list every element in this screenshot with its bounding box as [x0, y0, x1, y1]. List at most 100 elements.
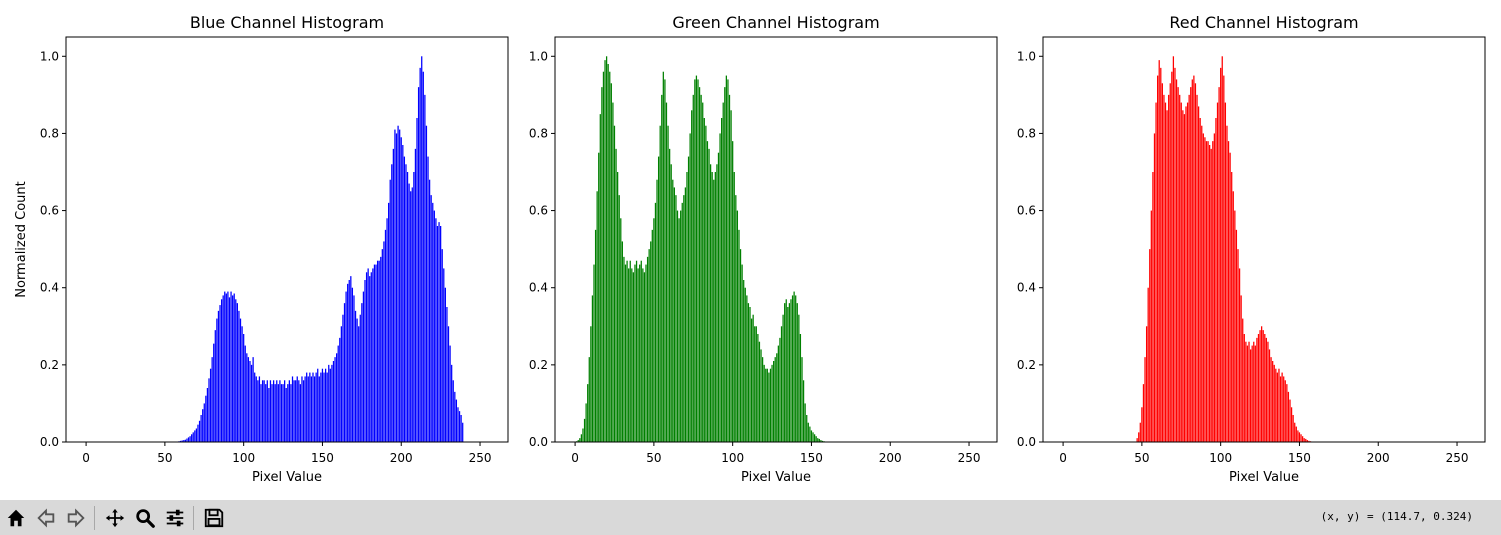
histogram-bar	[1197, 106, 1200, 443]
bars-group	[178, 56, 464, 443]
histogram-bar	[353, 295, 355, 442]
back-button[interactable]	[32, 504, 60, 532]
histogram-bar	[1191, 79, 1193, 443]
histogram-bar	[295, 380, 297, 442]
histogram-bar	[757, 334, 759, 442]
histogram-bar	[725, 75, 727, 442]
histogram-bar	[609, 71, 611, 443]
histogram-bar	[676, 210, 679, 442]
histogram-bar	[809, 426, 811, 442]
histogram-bar	[397, 125, 399, 443]
histogram-bar	[230, 291, 232, 442]
x-axis-label: Pixel Value	[741, 470, 811, 485]
histogram-bar	[198, 420, 201, 442]
histogram-bar	[722, 102, 724, 442]
x-tick-label: 50	[157, 451, 172, 465]
histogram-bar	[406, 172, 409, 442]
histogram-bar	[791, 295, 794, 442]
histogram-bar	[309, 372, 311, 442]
histogram-bar	[618, 195, 620, 442]
histogram-bar	[298, 380, 300, 442]
histogram-bar	[383, 241, 385, 442]
save-button[interactable]	[200, 504, 228, 532]
histogram-bar	[1177, 87, 1179, 442]
histogram-bar	[1306, 440, 1308, 442]
histogram-bar	[224, 291, 226, 442]
histogram-bar	[1227, 141, 1230, 442]
histogram-bar	[746, 295, 748, 442]
histogram-bar	[667, 125, 669, 443]
histogram-bar	[433, 210, 435, 442]
histogram-bar	[714, 172, 716, 442]
histogram-bar	[1183, 114, 1186, 442]
histogram-bar	[392, 148, 394, 443]
histogram-bar	[1279, 376, 1282, 442]
histogram-bar	[284, 380, 286, 442]
histogram-bar	[232, 295, 234, 442]
histogram-bar	[227, 291, 229, 442]
histogram-bar	[802, 380, 805, 442]
histogram-bar	[620, 218, 622, 442]
y-tick-label: 0.6	[40, 204, 59, 218]
histogram-bar	[654, 202, 657, 442]
histogram-bar	[339, 337, 341, 442]
pan-button[interactable]	[101, 504, 129, 532]
histogram-figure: 0 50 100 150 200 250 0.0 0.2 0.4 0.6 0.8 1.0 Blue Ch…	[14, 13, 1486, 485]
histogram-bar	[739, 249, 742, 442]
histogram-bar	[421, 56, 423, 442]
histogram-bar	[659, 125, 661, 443]
histogram-bar	[730, 110, 732, 442]
histogram-bar	[1240, 295, 1242, 442]
histogram-bar	[181, 440, 183, 442]
forward-button[interactable]	[62, 504, 90, 532]
histogram-bar	[460, 415, 462, 442]
histogram-bar	[1231, 172, 1233, 442]
histogram-bar	[389, 179, 391, 442]
histogram-bar	[328, 364, 330, 442]
histogram-bar	[235, 299, 237, 442]
histogram-bar	[449, 345, 451, 442]
histogram-bar	[1238, 268, 1241, 442]
histogram-bar	[591, 295, 594, 442]
histogram-bar	[280, 384, 283, 442]
histogram-bar	[455, 399, 458, 442]
histogram-bar	[1295, 426, 1297, 442]
histogram-bar	[684, 187, 687, 442]
histogram-bar	[610, 83, 612, 442]
histogram-bar	[587, 384, 589, 442]
histogram-bar	[598, 152, 600, 442]
histogram-bar	[323, 372, 325, 442]
histogram-bar	[274, 384, 276, 442]
histogram-bar	[375, 264, 377, 442]
y-tick-label: 0.4	[1017, 281, 1036, 295]
histogram-bar	[1182, 110, 1184, 442]
histogram-bar	[195, 428, 198, 442]
histogram-bar	[728, 94, 731, 443]
zoom-button[interactable]	[131, 504, 159, 532]
home-button[interactable]	[2, 504, 30, 532]
histogram-bar	[744, 287, 746, 442]
histogram-bar	[588, 357, 590, 442]
home-icon	[7, 509, 25, 526]
histogram-bar	[252, 357, 254, 442]
histogram-bar	[1264, 334, 1266, 442]
histogram-bar	[577, 440, 579, 442]
histogram-bar	[1157, 75, 1159, 442]
histogram-bar	[769, 368, 772, 442]
histogram-bar	[642, 268, 644, 442]
histogram-bar	[810, 430, 813, 442]
histogram-bar	[1196, 94, 1198, 443]
histogram-bar	[250, 364, 253, 442]
histogram-bar	[698, 87, 701, 442]
histogram-bar	[443, 268, 445, 442]
histogram-bar	[694, 79, 696, 443]
histogram-bar	[1270, 357, 1272, 442]
histogram-bar	[291, 376, 294, 442]
histogram-bar	[261, 380, 264, 442]
configure-subplots-button[interactable]	[161, 504, 189, 532]
histogram-bar	[1292, 415, 1294, 442]
toolbar-separator	[193, 505, 194, 530]
histogram-bar	[186, 438, 188, 442]
histogram-bar	[1272, 361, 1274, 442]
histogram-bar	[766, 368, 768, 442]
